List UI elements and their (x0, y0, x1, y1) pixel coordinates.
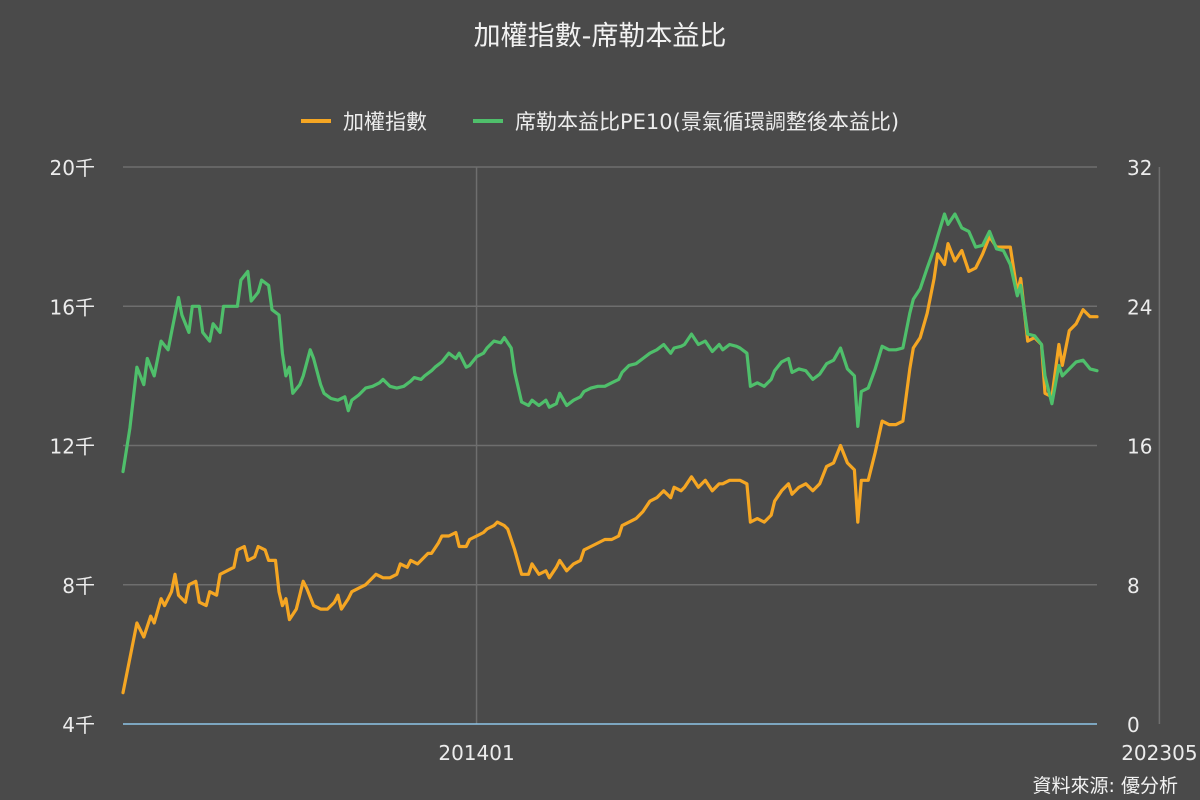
y-left-tick-label: 16千 (50, 295, 95, 319)
y-right-tick-label: 0 (1127, 713, 1140, 737)
legend-item-pe10[interactable]: 席勒本益比PE10(景氣循環調整後本益比) (472, 106, 900, 136)
y-right-tick-label: 24 (1127, 295, 1152, 319)
y-left-tick-label: 8千 (62, 574, 95, 598)
x-tick-label: 201401 (438, 741, 514, 765)
legend-label-index: 加權指數 (342, 110, 427, 134)
chart-title: 加權指數-席勒本益比 (473, 21, 727, 52)
y-left-tick-label: 12千 (50, 435, 95, 459)
y-right-tick-label: 32 (1127, 156, 1152, 180)
x-tick-label: 202305 (1121, 741, 1197, 765)
y-left-tick-label: 20千 (50, 156, 95, 180)
y-left-tick-label: 4千 (62, 713, 95, 737)
y-right-tick-label: 16 (1127, 435, 1152, 459)
legend-swatch-index (300, 119, 331, 123)
legend-item-index[interactable]: 加權指數 (300, 106, 427, 136)
y-right-tick-label: 8 (1127, 574, 1140, 598)
legend: 加權指數 席勒本益比PE10(景氣循環調整後本益比) (0, 106, 1200, 136)
legend-swatch-pe10 (472, 119, 503, 123)
series-line-index (121, 235, 1099, 695)
legend-label-pe10: 席勒本益比PE10(景氣循環調整後本益比) (514, 110, 900, 134)
series-line-pe10 (121, 212, 1099, 474)
source-note: 資料來源: 優分析 (1032, 775, 1178, 797)
